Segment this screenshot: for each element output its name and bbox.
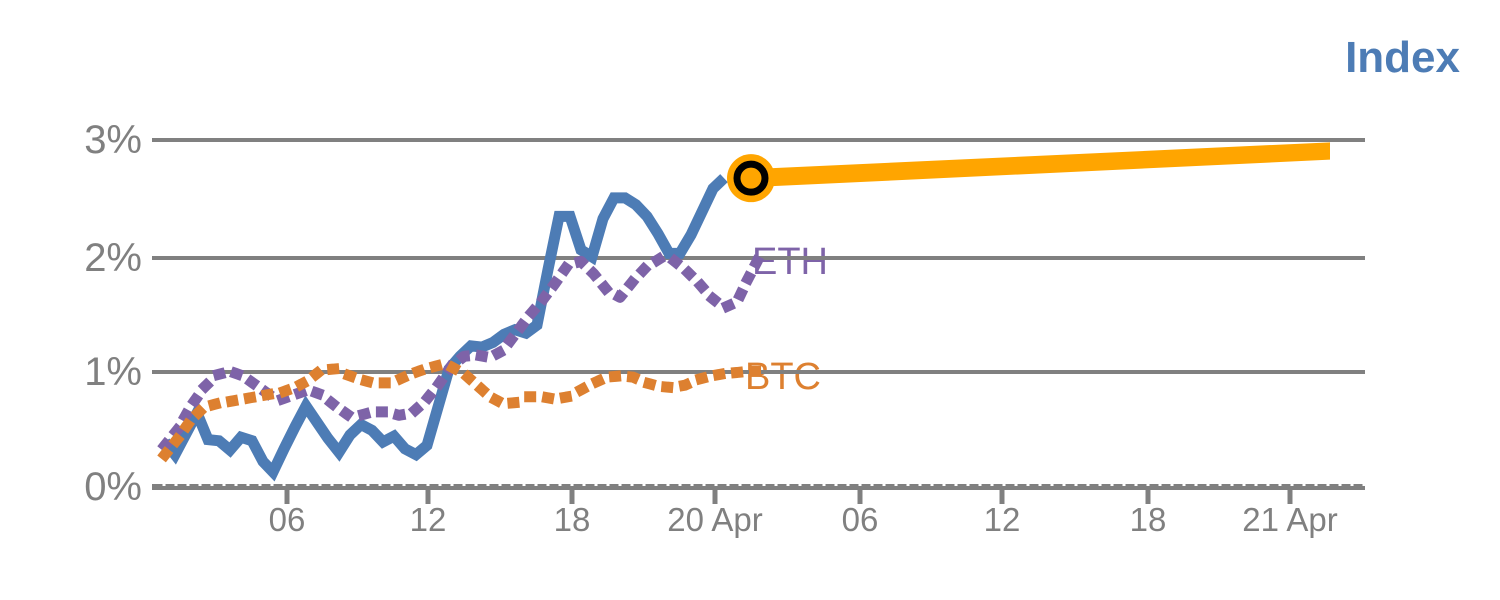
y-axis-label-3pct: 3%	[84, 118, 142, 162]
x-axis-label-5: 06	[841, 501, 879, 538]
x-axis-label-1: 06	[268, 501, 306, 538]
x-axis	[152, 484, 1366, 504]
y-axis-label-0pct: 0%	[84, 465, 142, 509]
x-axis-label-8: 21 Apr	[1242, 501, 1338, 538]
x-axis-label-3: 18	[553, 501, 591, 538]
x-axis-label-7: 18	[1129, 501, 1167, 538]
series-label-btc: BTC	[745, 356, 821, 398]
chart-title: Index	[1345, 33, 1460, 82]
forecast-cone	[751, 142, 1330, 188]
series-line-btc	[157, 360, 763, 463]
x-axis-label-4: 20 Apr	[667, 501, 763, 538]
y-axis-label-1pct: 1%	[84, 350, 142, 394]
series-line-eth	[157, 253, 765, 454]
forecast-cone-shape	[751, 142, 1330, 188]
data-series	[157, 174, 765, 482]
x-axis-label-6: 12	[983, 501, 1021, 538]
y-axis-label-2pct: 2%	[84, 236, 142, 280]
series-line-index	[160, 174, 728, 482]
x-axis-label-2: 12	[409, 501, 447, 538]
marker-ring[interactable]	[733, 160, 769, 196]
current-value-marker[interactable]	[727, 154, 775, 203]
series-label-eth: ETH	[752, 241, 828, 283]
